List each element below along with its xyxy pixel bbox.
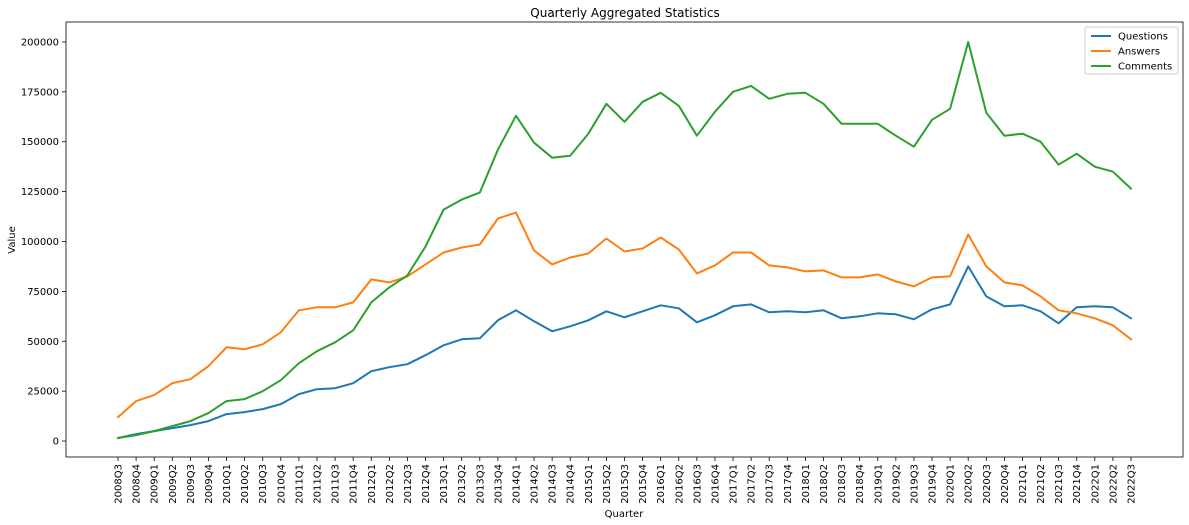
series-line-answers <box>116 211 1133 419</box>
x-tick-label: 2010Q2 <box>240 464 251 504</box>
x-tick-label: 2011Q4 <box>349 464 360 504</box>
x-tick-label: 2018Q1 <box>801 464 812 504</box>
y-tick-label: 175000 <box>21 87 59 98</box>
x-tick-label: 2022Q3 <box>1127 464 1138 504</box>
y-tick-label: 0 <box>53 437 59 448</box>
x-tick-label: 2011Q3 <box>331 464 342 504</box>
x-tick-label: 2009Q1 <box>150 464 161 504</box>
x-tick-label: 2013Q2 <box>457 464 468 504</box>
y-tick-label: 100000 <box>21 237 59 248</box>
y-tick-label: 50000 <box>27 337 59 348</box>
x-tick-label: 2012Q1 <box>367 464 378 504</box>
x-tick-label: 2014Q4 <box>566 464 577 504</box>
x-tick-label: 2016Q3 <box>692 464 703 504</box>
x-tick-label: 2015Q1 <box>584 464 595 504</box>
x-tick-label: 2018Q2 <box>819 464 830 504</box>
x-tick-label: 2009Q4 <box>204 464 215 504</box>
x-tick-label: 2019Q1 <box>873 464 884 504</box>
x-tick-label: 2015Q2 <box>602 464 613 504</box>
x-tick-label: 2009Q3 <box>186 464 197 504</box>
x-tick-label: 2015Q3 <box>620 464 631 504</box>
legend-frame <box>1084 26 1179 75</box>
x-tick-label: 2021Q3 <box>1054 464 1065 504</box>
legend-label: Answers <box>1118 47 1160 58</box>
x-axis-title: Quarter <box>605 509 645 520</box>
y-axis-title: Value <box>7 226 18 253</box>
x-tick-label: 2011Q1 <box>294 464 305 504</box>
x-tick-label: 2016Q4 <box>710 464 721 504</box>
x-tick-label: 2020Q1 <box>946 464 957 504</box>
x-tick-label: 2010Q3 <box>258 464 269 504</box>
x-tick-label: 2017Q4 <box>783 464 794 504</box>
x-tick-label: 2021Q1 <box>1018 464 1029 504</box>
x-tick-label: 2017Q1 <box>729 464 740 504</box>
y-tick-label: 125000 <box>21 187 59 198</box>
x-tick-label: 2019Q3 <box>909 464 920 504</box>
x-tick-label: 2020Q2 <box>964 464 975 504</box>
x-tick-label: 2016Q1 <box>656 464 667 504</box>
x-tick-label: 2013Q1 <box>439 464 450 504</box>
x-tick-label: 2014Q1 <box>511 464 522 504</box>
x-tick-label: 2011Q2 <box>312 464 323 504</box>
series-line-comments <box>116 41 1133 440</box>
y-tick-label: 25000 <box>27 387 59 398</box>
x-tick-label: 2008Q4 <box>132 464 143 504</box>
x-tick-label: 2020Q4 <box>1000 464 1011 504</box>
x-tick-label: 2012Q3 <box>403 464 414 504</box>
x-tick-label: 2021Q4 <box>1072 464 1083 504</box>
x-tick-label: 2010Q1 <box>222 464 233 504</box>
series-lines <box>116 41 1133 440</box>
x-tick-label: 2021Q2 <box>1036 464 1047 504</box>
y-tick-label: 200000 <box>21 37 59 48</box>
x-tick-label: 2009Q2 <box>168 464 179 504</box>
x-tick-label: 2013Q4 <box>493 464 504 504</box>
legend: Questions Answers Comments <box>1084 26 1179 75</box>
x-tick-label: 2008Q3 <box>114 464 125 504</box>
x-axis: 2008Q3 2008Q4 2009Q1 2009Q2 2009Q3 2009Q4 2010… <box>114 457 1138 504</box>
x-tick-label: 2022Q2 <box>1108 464 1119 504</box>
legend-label: Comments <box>1118 62 1172 73</box>
x-tick-label: 2013Q3 <box>475 464 486 504</box>
x-tick-label: 2018Q4 <box>855 464 866 504</box>
y-tick-label: 150000 <box>21 137 59 148</box>
x-tick-label: 2020Q3 <box>982 464 993 504</box>
legend-label: Questions <box>1118 32 1168 43</box>
y-axis: 0 25000 50000 75000 100000 125000 150000 175000… <box>21 37 66 448</box>
x-tick-label: 2014Q2 <box>530 464 541 504</box>
x-tick-label: 2019Q4 <box>928 464 939 504</box>
x-tick-label: 2017Q3 <box>765 464 776 504</box>
chart-title: Quarterly Aggregated Statistics <box>530 6 719 20</box>
x-tick-label: 2015Q4 <box>638 464 649 504</box>
x-tick-label: 2014Q3 <box>548 464 559 504</box>
series-line-questions <box>116 265 1133 440</box>
x-tick-label: 2012Q4 <box>421 464 432 504</box>
x-tick-label: 2019Q2 <box>891 464 902 504</box>
x-tick-label: 2018Q3 <box>837 464 848 504</box>
x-tick-label: 2022Q1 <box>1090 464 1101 504</box>
x-tick-label: 2012Q2 <box>385 464 396 504</box>
y-tick-label: 75000 <box>27 287 59 298</box>
x-tick-label: 2016Q2 <box>674 464 685 504</box>
x-tick-label: 2010Q4 <box>276 464 287 504</box>
x-tick-label: 2017Q2 <box>747 464 758 504</box>
